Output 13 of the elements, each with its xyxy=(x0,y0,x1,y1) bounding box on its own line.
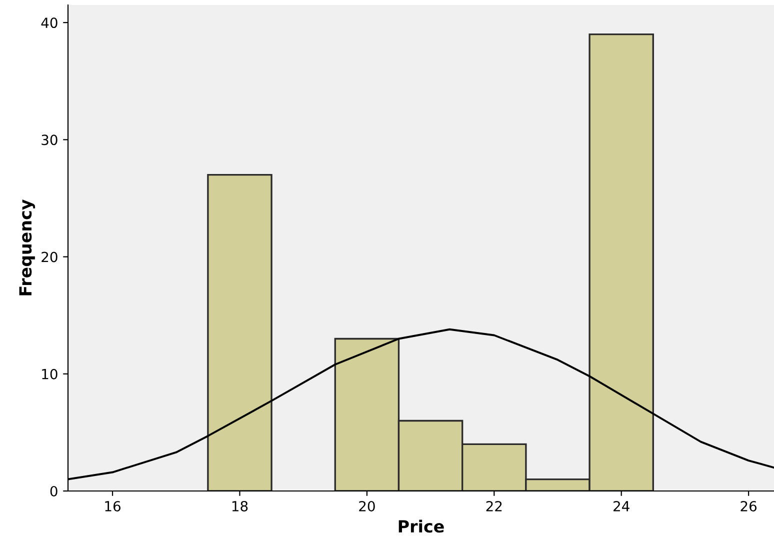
x-tick-label: 18 xyxy=(232,500,248,512)
x-tick-label: 24 xyxy=(614,500,630,512)
y-tick-label: 40 xyxy=(41,18,58,28)
y-axis-title: Frequency xyxy=(19,200,36,296)
y-tick-label: 20 xyxy=(42,252,58,262)
x-tick-label: 22 xyxy=(486,500,502,512)
x-tick-label: 20 xyxy=(359,500,375,512)
y-tick-label: 10 xyxy=(42,368,58,380)
x-tick-label: 16 xyxy=(105,500,120,512)
x-axis-title: Price xyxy=(398,520,444,533)
y-tick-label: 0 xyxy=(50,486,58,496)
y-tick-label: 30 xyxy=(42,134,58,146)
x-tick-label: 26 xyxy=(740,500,757,512)
